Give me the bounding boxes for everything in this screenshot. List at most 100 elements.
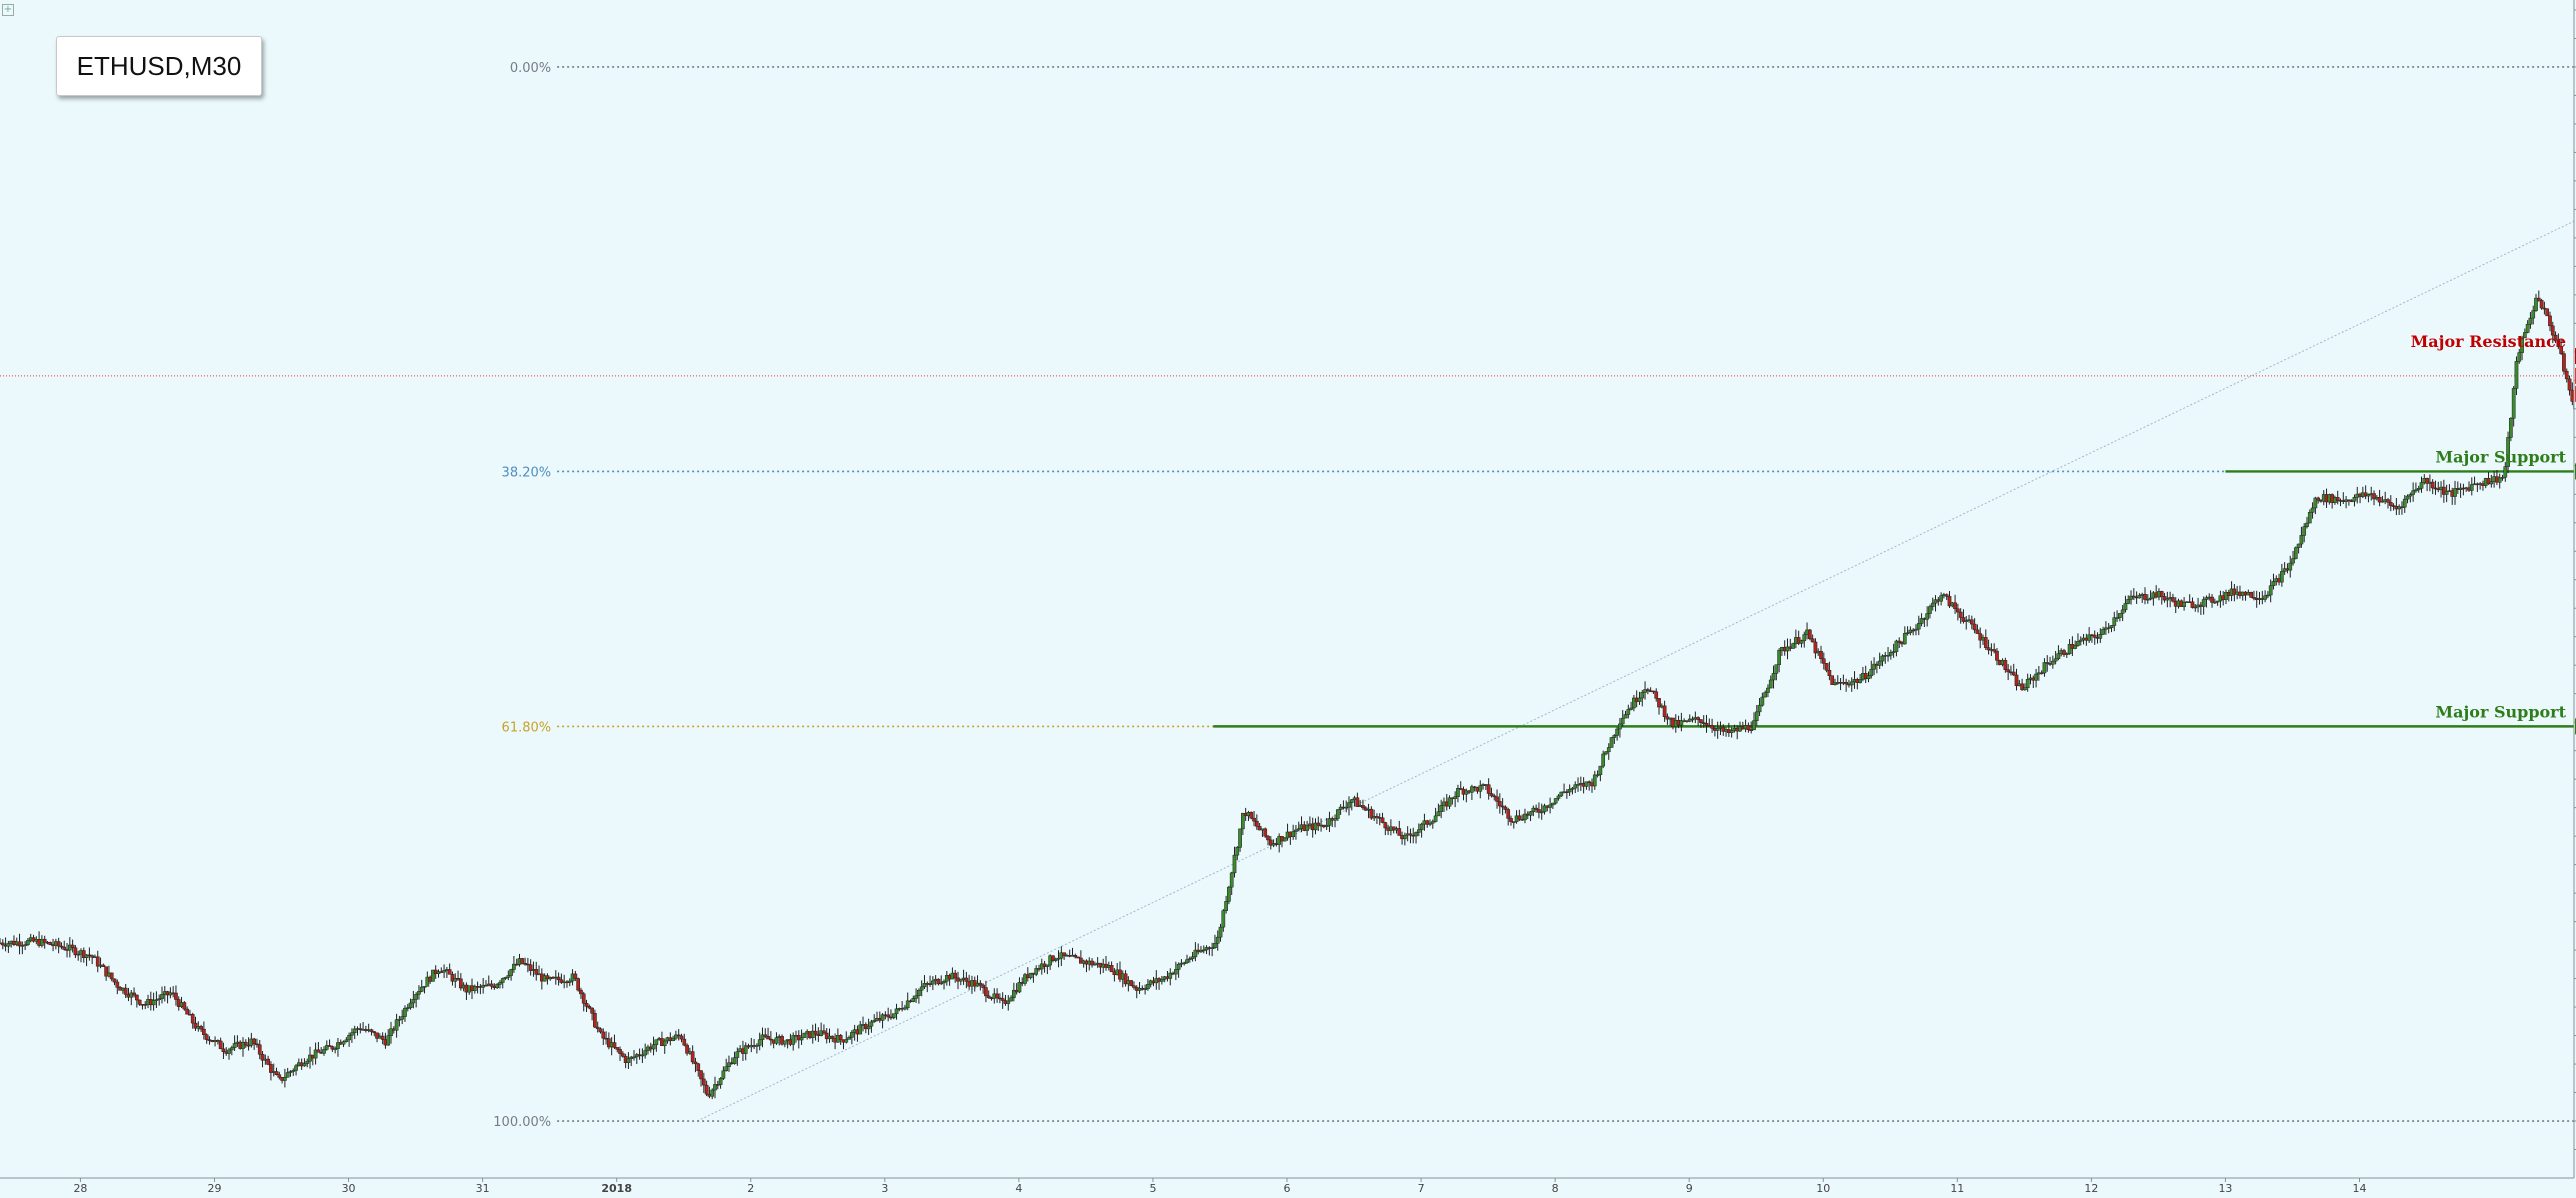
time-tick-label: 28: [73, 1182, 87, 1194]
candle-body: [1062, 952, 1066, 957]
candle-body: [1651, 690, 1656, 693]
candle-body: [2112, 617, 2117, 626]
candle-body: [2249, 591, 2253, 598]
candle-body: [2201, 599, 2206, 607]
candle-body: [2335, 497, 2340, 501]
candle-body: [2129, 595, 2133, 600]
candle-body: [1553, 798, 1558, 804]
candle-body: [2567, 378, 2572, 391]
candle-body: [48, 942, 53, 945]
candle-body: [1785, 646, 1790, 652]
candle-body: [283, 1076, 287, 1081]
candle-body: [1629, 707, 1633, 710]
candle-body: [313, 1049, 318, 1059]
candle-body: [2165, 598, 2170, 601]
candle-body: [2280, 571, 2284, 583]
candle-body: [218, 1040, 223, 1050]
candle-body: [2182, 602, 2186, 607]
candle-body: [26, 940, 30, 945]
candle-body: [305, 1060, 310, 1064]
time-tick-label: 7: [1418, 1182, 1425, 1194]
candle-body: [2204, 597, 2209, 600]
candle-body: [1830, 675, 1835, 685]
candle-body: [2064, 653, 2069, 655]
candle-body: [612, 1042, 617, 1048]
candle-body: [1774, 664, 1779, 674]
candle-body: [1335, 809, 1340, 819]
candle-body: [1908, 629, 1913, 634]
expand-icon[interactable]: +: [2, 4, 14, 16]
candle-body: [1877, 660, 1882, 666]
candle-body: [255, 1043, 259, 1046]
candle-body: [732, 1057, 737, 1064]
candle-body: [400, 1016, 405, 1020]
candle-body: [1349, 799, 1354, 803]
candle-body: [1570, 787, 1575, 790]
candle-body: [2411, 490, 2415, 495]
candle-body: [1916, 623, 1921, 630]
candle-body: [1539, 811, 1544, 814]
candle-body: [2433, 487, 2438, 490]
candle-body: [2514, 361, 2519, 389]
candle-body: [671, 1037, 675, 1041]
candle-body: [182, 1002, 187, 1010]
symbol-label: ETHUSD,M30: [56, 36, 262, 96]
candle-body: [1640, 692, 1645, 699]
candle-body: [782, 1040, 787, 1045]
candle-body: [880, 1014, 885, 1021]
candle-body: [2520, 337, 2524, 353]
candle-body: [1254, 820, 1259, 827]
candle-body: [1601, 753, 1606, 767]
candle-body: [1821, 658, 1826, 664]
candle-body: [2408, 494, 2413, 497]
candle-body: [324, 1045, 329, 1050]
candle-body: [2087, 634, 2091, 641]
candle-body: [1369, 808, 1374, 819]
candle-body: [193, 1022, 198, 1029]
candle-body: [1548, 804, 1552, 808]
candle-body: [1844, 681, 1849, 685]
candle-body: [1375, 816, 1379, 818]
candle-body: [1291, 831, 1295, 838]
candle-body: [112, 978, 117, 983]
candle-body: [1210, 947, 1214, 950]
time-tick-label: 6: [1284, 1182, 1291, 1194]
time-tick-label: 30: [342, 1182, 356, 1194]
candle-body: [850, 1032, 854, 1038]
candle-body: [1534, 807, 1538, 810]
candle-body: [503, 977, 508, 979]
candle-body: [115, 981, 120, 988]
candle-body: [721, 1070, 726, 1079]
candle-body: [2347, 499, 2351, 502]
candle-body: [1132, 985, 1136, 988]
candle-body: [710, 1089, 715, 1097]
candle-body: [2548, 315, 2552, 327]
candle-body: [1227, 886, 1231, 902]
candle-body: [2003, 660, 2008, 670]
candle-body: [2193, 606, 2198, 609]
candle-body: [1833, 682, 1837, 685]
candle-body: [59, 945, 64, 948]
candle-body: [1221, 910, 1226, 928]
candle-body: [2045, 662, 2050, 664]
candle-body: [447, 969, 452, 975]
candle-body: [1609, 737, 1614, 748]
candle-body: [986, 995, 991, 999]
candle-body: [347, 1034, 351, 1041]
candle-body: [886, 1014, 891, 1018]
candle-body: [1453, 796, 1457, 799]
candle-body: [1215, 936, 1220, 944]
candle-body: [344, 1039, 349, 1042]
candle-body: [674, 1034, 678, 1039]
candle-body: [917, 989, 921, 996]
time-axis[interactable]: 28 29 30 31 2018 2 3 4 5 6 7 8 9 10 11 12 13 14: [0, 1177, 2574, 1195]
candle-body: [1433, 815, 1438, 822]
time-tick-label: 9: [1686, 1182, 1693, 1194]
candle-body: [405, 1007, 410, 1009]
candle-body: [185, 1008, 189, 1015]
candle-body: [643, 1050, 648, 1056]
candle-body: [727, 1062, 731, 1067]
candle-body: [1657, 698, 1661, 708]
